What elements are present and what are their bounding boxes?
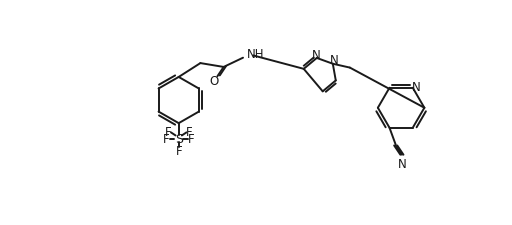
Text: F: F [186,126,193,139]
Text: N: N [398,157,407,170]
Text: O: O [210,75,219,88]
Text: F: F [164,126,171,139]
Text: NH: NH [247,47,264,60]
Text: F: F [176,144,182,157]
Text: N: N [412,80,421,93]
Text: S: S [175,133,183,145]
Text: F: F [188,133,195,145]
Text: N: N [330,54,339,67]
Text: N: N [312,48,321,61]
Text: F: F [163,133,169,145]
